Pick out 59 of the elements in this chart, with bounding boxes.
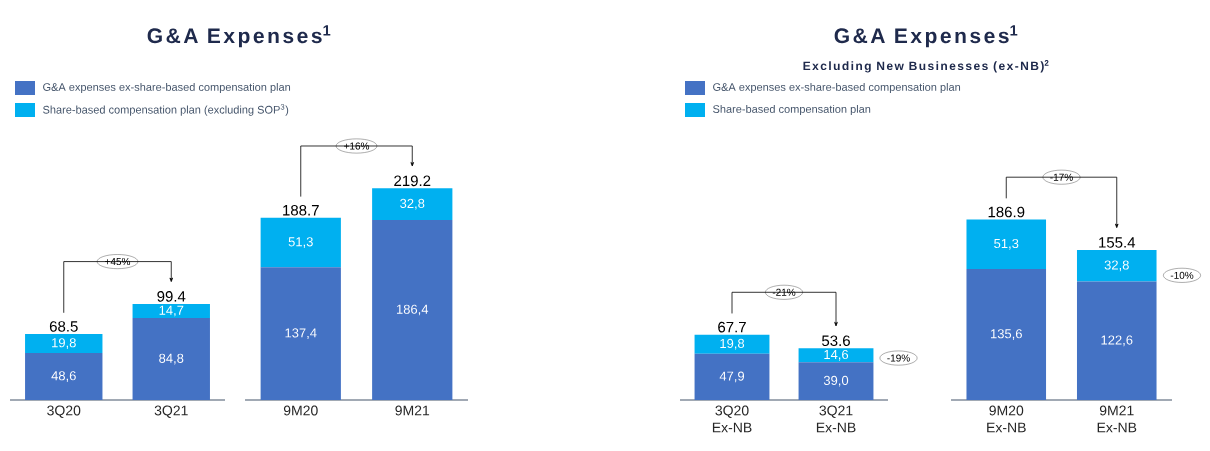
chart-title: G&A Expenses$^{1}$ [147,25,331,48]
total-label: 186.9 [988,206,1025,218]
bar [1076,281,1157,400]
legend-label: Share-based compensation plan [713,104,871,116]
text: Excluding New Businesses (ex-NB)$^{2}$ [803,60,1049,73]
bar [372,220,453,400]
annotation: -19% [887,354,910,362]
legend-label: G&A expenses ex-share-based compensation plan [43,82,291,94]
data-label: 47,9 [719,371,745,383]
data-label: 51,3 [994,238,1019,250]
bar [25,333,103,354]
data-label: 14,6 [824,349,849,361]
bar [260,217,341,268]
data-label: 137,4 [285,328,317,340]
data-label: 32,8 [1104,260,1129,272]
total-label: 155.4 [1099,237,1136,248]
x-tick-label: 3Q20 [47,405,81,418]
total-label: 219.2 [394,175,431,187]
data-label: 39,0 [823,375,849,387]
bar [694,353,770,400]
total-label: 188.7 [283,204,319,216]
chart-title: G&A Expenses$^{1}$ [834,25,1018,48]
bar [132,303,210,319]
data-label: 51,3 [288,237,313,248]
text: -17% [1050,173,1073,181]
total-label: 53.6 [822,335,850,347]
legend-label: Share-based compensation plan (excluding SOP$^{3}$) [43,104,289,116]
x-tick-label: 9M20 Ex-NB [987,405,1026,433]
bar [694,334,770,354]
x-tick-label: 3Q21 Ex-NB [816,405,856,433]
data-label: 19,8 [52,338,76,349]
bar [372,188,453,220]
data-label: 48,6 [51,371,76,382]
annotation: -10% [1170,271,1194,279]
text: +16% [344,142,370,150]
bar [132,318,210,400]
x-tick-label: 9M20 [283,405,318,416]
data-label: 32,8 [400,198,425,210]
data-label: 14,7 [159,305,184,317]
data-label: 19,8 [720,338,745,350]
legend-label: G&A expenses ex-share-based compensation plan [713,82,961,94]
bar [25,353,103,400]
x-tick-label: 3Q20 Ex-NB [712,405,752,433]
total-label: 67.7 [718,321,746,333]
data-label: 84,8 [159,353,184,365]
bar [260,267,341,400]
total-label: 99.4 [157,291,186,302]
total-label: 68.5 [49,321,78,332]
bar [966,269,1047,400]
data-label: 135,6 [990,329,1022,340]
x-tick-label: 9M21 Ex-NB [1097,405,1137,433]
data-label: 186,4 [396,304,429,316]
bar [1076,249,1157,282]
x-tick-label: 3Q21 [154,405,188,418]
x-tick-label: 9M21 [395,405,430,416]
bar [798,348,874,363]
data-label: 122,6 [1101,335,1133,347]
bar [966,219,1047,270]
bar [798,362,874,400]
